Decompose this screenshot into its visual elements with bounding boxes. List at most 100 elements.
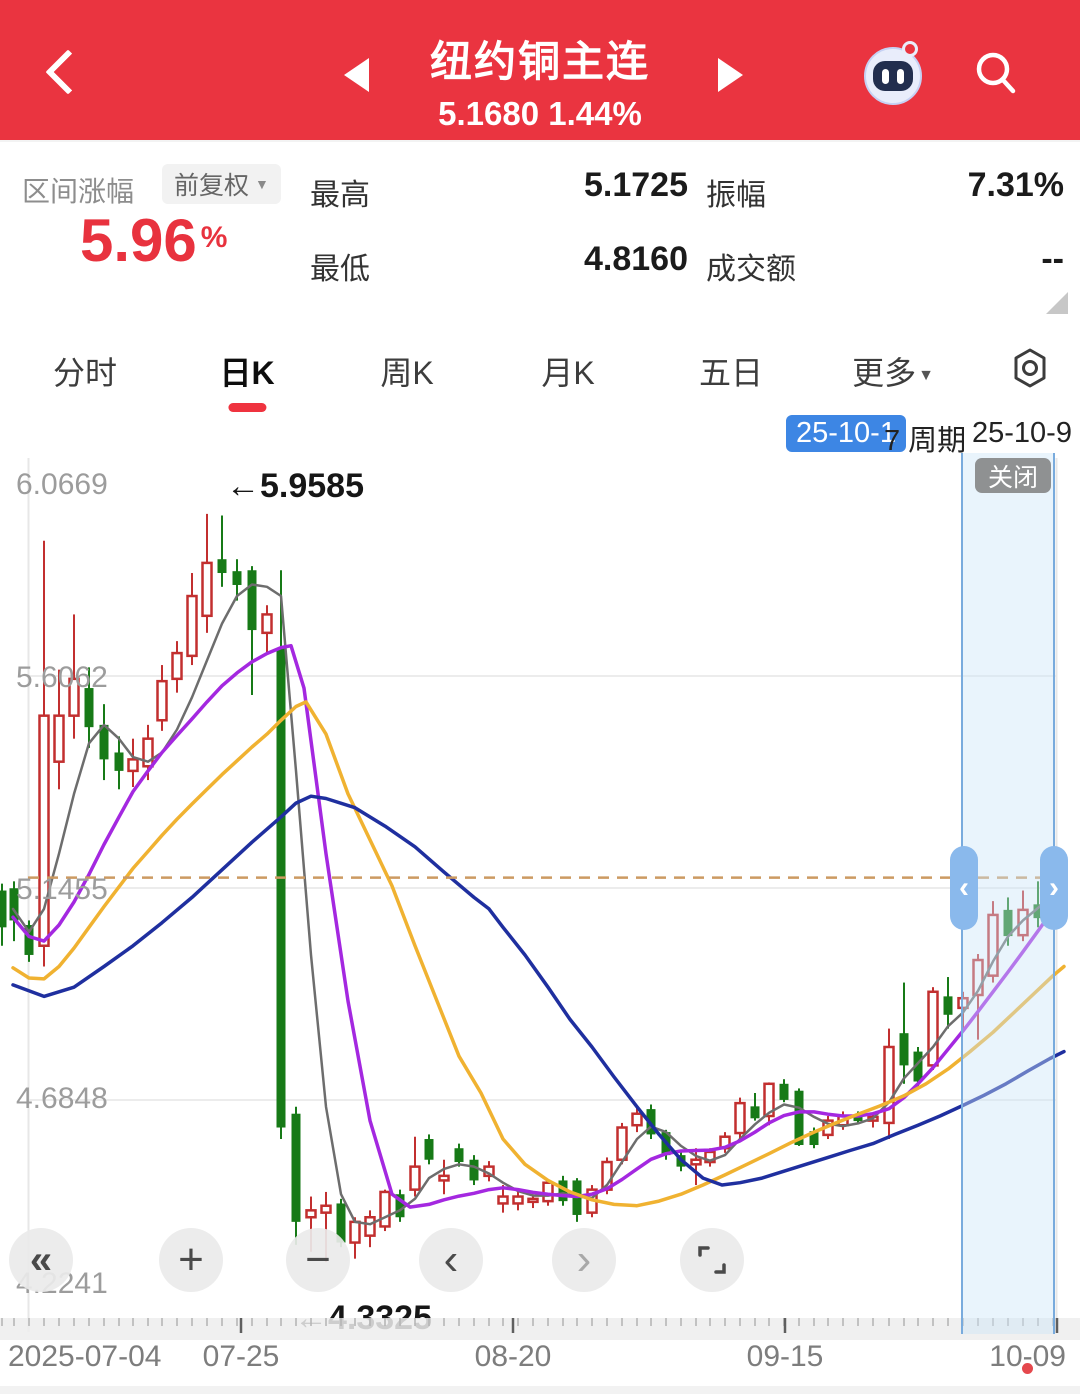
- candle-body-up: [512, 1195, 524, 1205]
- candle-body-down: [336, 1203, 346, 1243]
- candle-body-down: [99, 724, 109, 760]
- selection-end-date[interactable]: 25-10-9: [972, 417, 1072, 449]
- candle-body-up: [409, 1165, 421, 1191]
- high-value: 5.1725: [584, 166, 688, 204]
- candle-body-up: [127, 758, 139, 773]
- selection-left-handle[interactable]: ‹: [950, 846, 978, 930]
- period-tab-bar: 分时 日K 周K 月K 五日 更多 ▼: [0, 322, 1080, 414]
- candle-body-up: [201, 561, 213, 618]
- selection-range-bar: 25-10-1 7 周期 25-10-9: [0, 412, 1080, 457]
- y-axis-label: 5.1455: [16, 873, 108, 906]
- candle-body-up: [987, 913, 999, 977]
- x-axis-label: 2025-07-04: [8, 1340, 162, 1373]
- candle-body-up: [305, 1209, 317, 1219]
- tab-five-day[interactable]: 五日: [698, 355, 764, 391]
- candle-body-down: [247, 570, 257, 631]
- adjust-type-dropdown[interactable]: 前复权 ▼: [162, 164, 281, 204]
- candle-body-up: [1017, 908, 1029, 937]
- candle-body-up: [542, 1181, 554, 1203]
- candle-body-up: [927, 990, 939, 1067]
- prev-instrument-icon[interactable]: [344, 58, 369, 92]
- candle-body-up: [438, 1174, 450, 1182]
- candle-body-up: [171, 651, 183, 681]
- chevron-left-icon: ‹: [959, 871, 969, 904]
- candle-body-down: [750, 1106, 760, 1119]
- chevron-down-icon: ▼: [255, 176, 269, 192]
- fullscreen-button[interactable]: [680, 1228, 744, 1292]
- ma-longest-line: [11, 794, 1066, 1187]
- candle-body-down: [1033, 904, 1043, 919]
- candle-body-down: [943, 996, 953, 1015]
- robot-antenna: [902, 41, 918, 57]
- pan-right-button[interactable]: ›: [552, 1228, 616, 1292]
- candle-body-up: [972, 958, 984, 997]
- x-axis-label: 08-20: [474, 1340, 552, 1373]
- zoom-out-button[interactable]: −: [286, 1228, 350, 1292]
- low-value: 4.8160: [584, 240, 688, 278]
- header-price: 5.1680 1.44%: [438, 95, 642, 132]
- candle-body-down: [1003, 909, 1013, 937]
- candle-body-up: [156, 679, 168, 722]
- candle-body-down: [0, 890, 7, 928]
- candle-body-down: [424, 1139, 434, 1160]
- ma-long-line: [11, 700, 1066, 1208]
- candle-body-up: [261, 613, 273, 635]
- candle-body-down: [114, 752, 124, 771]
- chevron-right-icon: ›: [1049, 871, 1059, 904]
- robot-face: [873, 61, 913, 91]
- pan-left-button[interactable]: ‹: [419, 1228, 483, 1292]
- kline-chart-area[interactable]: 6.06695.60625.14554.68484.2241←5.9585←4.…: [0, 453, 1080, 1394]
- high-annotation: ←5.9585: [226, 467, 364, 505]
- candle-body-up: [53, 714, 65, 763]
- close-selection-button[interactable]: 关闭: [975, 458, 1051, 493]
- y-axis-label: 5.6062: [16, 661, 108, 694]
- candle-body-down: [84, 688, 94, 728]
- robot-eye: [897, 69, 904, 84]
- plus-icon: +: [178, 1235, 204, 1284]
- candle-body-down: [913, 1051, 923, 1082]
- candle-body-up: [734, 1101, 746, 1135]
- ma-mid-line: [11, 643, 1066, 1209]
- x-axis-label: 07-25: [202, 1340, 280, 1373]
- time-ruler[interactable]: [0, 1318, 1080, 1340]
- candle-body-up: [349, 1220, 361, 1244]
- selection-region[interactable]: 关闭: [961, 453, 1055, 1334]
- assistant-robot-icon[interactable]: [864, 41, 922, 105]
- candle-body-down: [809, 1131, 819, 1146]
- tab-more[interactable]: 更多 ▼: [852, 355, 934, 391]
- tab-weekly-k[interactable]: 周K: [380, 355, 434, 391]
- candle-body-down: [794, 1090, 804, 1146]
- y-axis-label: 4.6848: [16, 1082, 108, 1115]
- candle-body-up: [704, 1150, 716, 1164]
- candle-body-up: [527, 1197, 539, 1204]
- candle-body-down: [24, 925, 34, 955]
- candlestick-chart[interactable]: 6.06695.60625.14554.68484.2241←5.9585←4.…: [0, 455, 1080, 1394]
- next-instrument-icon[interactable]: [718, 58, 743, 92]
- bottom-strip: [0, 1386, 1080, 1394]
- high-label: 最高: [310, 179, 370, 212]
- candle-body-down: [899, 1033, 909, 1066]
- candle-body-down: [9, 888, 19, 921]
- tab-daily-k[interactable]: 日K: [219, 348, 274, 394]
- selection-start-date-badge[interactable]: 25-10-1: [786, 415, 906, 452]
- selection-right-handle[interactable]: ›: [1040, 846, 1068, 930]
- candle-body-down: [454, 1148, 464, 1163]
- expand-stats-handle[interactable]: [1046, 292, 1068, 314]
- candle-body-up: [320, 1204, 332, 1214]
- candle-body-up: [186, 594, 198, 658]
- latest-session-dot: [1022, 1363, 1033, 1374]
- candle-body-up: [763, 1082, 775, 1118]
- candle-body-down: [558, 1180, 568, 1202]
- tab-monthly-k[interactable]: 月K: [541, 355, 595, 391]
- zoom-in-button[interactable]: +: [159, 1228, 223, 1292]
- chart-settings-gear-icon[interactable]: [1008, 346, 1052, 390]
- candle-body-down: [853, 1115, 863, 1122]
- candle-body-down: [291, 1113, 301, 1222]
- candle-body-up: [379, 1190, 391, 1228]
- candle-body-up: [883, 1045, 895, 1125]
- rewind-button[interactable]: «: [9, 1228, 73, 1292]
- search-icon[interactable]: [972, 50, 1020, 98]
- candle-body-down: [779, 1083, 789, 1100]
- tab-minute[interactable]: 分时: [52, 355, 118, 391]
- candle-body-down: [217, 559, 227, 574]
